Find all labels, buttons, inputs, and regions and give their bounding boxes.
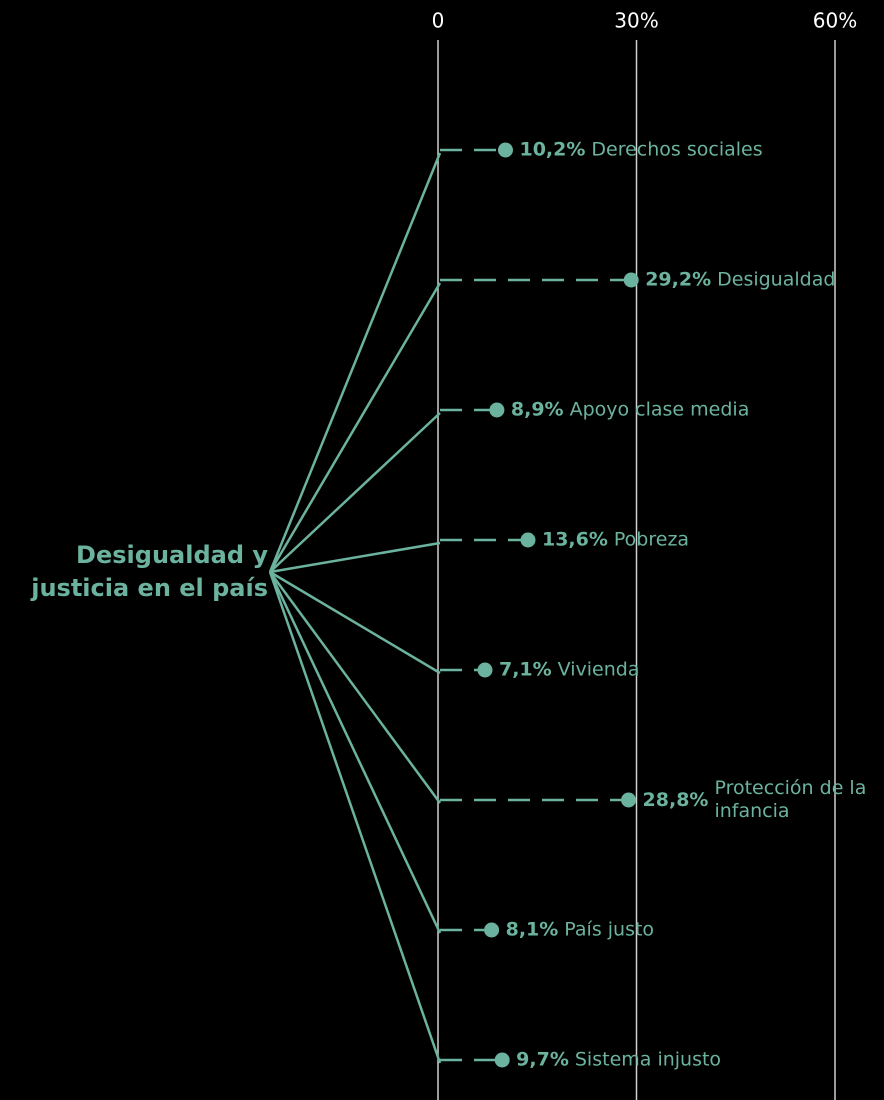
branch [268,571,442,804]
value-label: 8,1% [505,918,559,941]
category-label: Derechos sociales [591,138,763,161]
data-label: 29,2% Desigualdad [645,269,835,292]
dot [497,142,513,158]
category-label: Vivienda [557,658,640,681]
value-label: 28,8% [642,788,709,811]
data-label: 10,2% Derechos sociales [519,139,762,162]
data-label: 9,7% Sistema injusto [516,1049,721,1072]
branch [269,541,441,574]
category-label: Apoyo clase media [569,398,750,421]
category-label: Pobreza [613,528,690,551]
root-label: Desigualdad y justicia en el país [31,541,268,602]
value-label: 8,9% [510,398,564,421]
value-label: 10,2% [519,138,586,161]
value-label: 9,7% [516,1048,569,1071]
branch [269,570,441,675]
branch [268,152,442,573]
dot [520,532,536,548]
branch [268,282,442,573]
dot [494,1052,510,1068]
branch [268,571,442,934]
data-label: 8,9% Apoyo clase media [511,399,749,422]
data-label: 7,1% Vivienda [499,659,640,682]
branch [269,412,441,573]
data-label: 8,1% País justo [506,919,654,942]
data-label: 28,8% Protección de la infancia [643,777,882,823]
category-label: Sistema injusto [574,1048,722,1071]
category-label: Desigualdad [717,268,836,291]
category-label: País justo [564,918,655,941]
dot [477,662,493,678]
branch [268,571,442,1064]
data-label: 13,6% Pobreza [542,529,689,552]
value-label: 29,2% [645,268,712,291]
dot [484,922,500,938]
x-tick-label: 60% [813,9,857,33]
category-label: Protección de la infancia [714,777,867,822]
dot [489,402,505,418]
value-label: 13,6% [541,528,608,551]
x-tick-label: 30% [614,9,658,33]
value-label: 7,1% [498,658,552,681]
dot [621,792,637,808]
x-tick-label: 0 [432,9,445,33]
dot [623,272,639,288]
